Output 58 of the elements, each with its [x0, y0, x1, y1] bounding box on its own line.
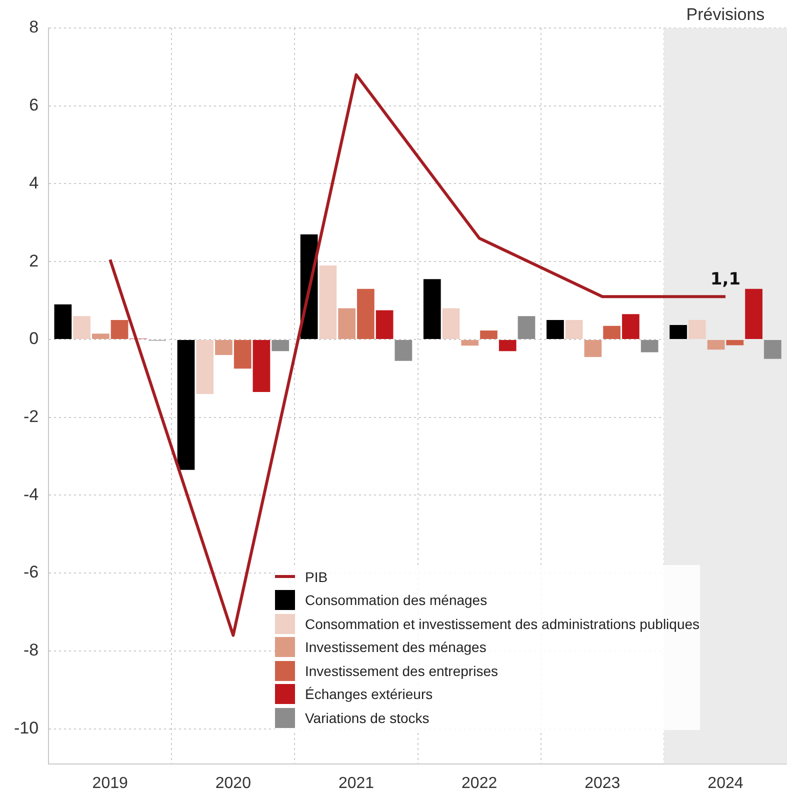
legend-label: Consommation des ménages [305, 592, 488, 608]
data-label: 1,1 [710, 270, 741, 290]
bar [394, 340, 412, 361]
y-tick-label: 2 [29, 251, 39, 270]
legend-label: Variations de stocks [305, 710, 430, 726]
bar [92, 334, 110, 339]
x-tick-label: 2022 [462, 774, 498, 792]
bar [196, 340, 214, 394]
bar [110, 320, 128, 339]
y-tick-label: -6 [23, 562, 39, 582]
bar [546, 320, 564, 339]
legend-label: Investissement des entreprises [305, 662, 498, 679]
bar [234, 340, 252, 369]
x-tick-label: 2019 [92, 774, 128, 792]
x-tick-label: 2021 [338, 774, 374, 792]
x-tick-label: 2024 [708, 774, 744, 792]
legend-label: PIB [305, 568, 328, 585]
legend-label: Échanges extérieurs [305, 686, 433, 702]
y-tick-label: 8 [29, 18, 39, 37]
bar [177, 340, 195, 470]
bar [745, 288, 762, 339]
bar [726, 340, 744, 346]
bar [357, 288, 374, 339]
bar [461, 340, 479, 346]
bar [670, 325, 687, 339]
legend-label: Consommation et investissement des administrations publiques [305, 616, 700, 632]
bar [764, 340, 782, 359]
bar [252, 340, 270, 392]
bar [338, 308, 356, 339]
bar [584, 340, 602, 357]
x-tick-label: 2023 [584, 774, 620, 792]
bar [498, 340, 516, 352]
bar [622, 314, 640, 339]
y-tick-label: 0 [29, 329, 39, 348]
bar [54, 304, 72, 339]
bar [423, 279, 441, 339]
bar [603, 326, 621, 339]
y-tick-label: -4 [23, 484, 39, 504]
bar [272, 340, 290, 352]
bar [376, 310, 394, 339]
bar [442, 308, 460, 339]
bar [480, 330, 498, 339]
bar [518, 316, 536, 339]
y-tick-label: -2 [23, 407, 39, 426]
band-label: Prévisions [686, 5, 765, 24]
bar [688, 320, 706, 339]
y-tick-label: 4 [29, 173, 39, 192]
y-tick-label: -10 [14, 718, 39, 738]
x-tick-label: 2020 [215, 774, 252, 792]
y-tick-label: 6 [29, 96, 39, 115]
bar [707, 340, 725, 350]
y-tick-label: -8 [23, 640, 39, 660]
bar [640, 340, 658, 352]
legend-label: Investissement des ménages [305, 639, 486, 656]
bar [73, 316, 90, 339]
bar [215, 340, 232, 356]
bar [565, 320, 583, 339]
bar [319, 265, 337, 339]
